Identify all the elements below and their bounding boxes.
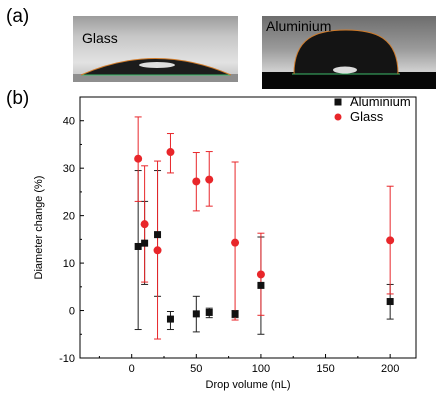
glass-point [140, 220, 149, 229]
panel-b-label: (b) [6, 88, 30, 109]
glass-droplet-photo: Glass [73, 16, 238, 82]
glass-point [231, 238, 240, 247]
aluminium-point [257, 281, 265, 289]
legend-aluminium-marker [334, 98, 342, 106]
legend-aluminium-label: Aluminium [350, 94, 411, 109]
chart-axes: 0 50 100 150 200 -10 0 10 20 30 40 Drop volume (nL)… [33, 96, 417, 391]
glass-point [386, 236, 395, 245]
y-tick-label: 0 [69, 306, 75, 318]
aluminium-point [192, 310, 200, 318]
y-axis-label: Diameter change (%) [33, 176, 45, 280]
glass-point [153, 246, 162, 255]
glass-point [192, 177, 201, 186]
glass-photo-caption: Glass [82, 30, 118, 46]
aluminium-point [166, 315, 174, 323]
aluminium-point [154, 231, 162, 239]
aluminium-photo-caption: Aluminium [266, 18, 332, 34]
x-tick-label: 50 [190, 363, 202, 375]
x-tick-label: 100 [252, 363, 270, 375]
legend-glass-marker [334, 113, 342, 121]
aluminium-droplet-image [262, 29, 436, 89]
glass-point [166, 148, 175, 157]
glass-point [256, 270, 265, 279]
x-tick-label: 150 [316, 363, 334, 375]
x-tick-label: 0 [129, 363, 135, 375]
y-tick-label: 30 [63, 163, 75, 175]
glass-point [205, 175, 214, 184]
aluminium-point [205, 308, 213, 316]
aluminium-point [141, 239, 149, 247]
y-tick-label: 40 [63, 116, 75, 128]
x-tick-label: 200 [381, 363, 399, 375]
panel-a-label: (a) [6, 6, 30, 27]
aluminium-point [231, 310, 239, 318]
chart-points [134, 148, 395, 323]
y-tick-label: 20 [63, 211, 75, 223]
y-tick-label: -10 [59, 353, 75, 365]
y-tick-label: 10 [63, 258, 75, 270]
legend-glass-label: Glass [350, 109, 384, 124]
aluminium-point [386, 298, 394, 306]
glass-point [134, 154, 143, 163]
aluminium-point [134, 242, 142, 250]
aluminium-droplet-photo: Aluminium [262, 16, 436, 89]
plot-frame [79, 96, 417, 359]
x-axis-label: Drop volume (nL) [206, 379, 291, 391]
glass-droplet-image [73, 58, 238, 82]
